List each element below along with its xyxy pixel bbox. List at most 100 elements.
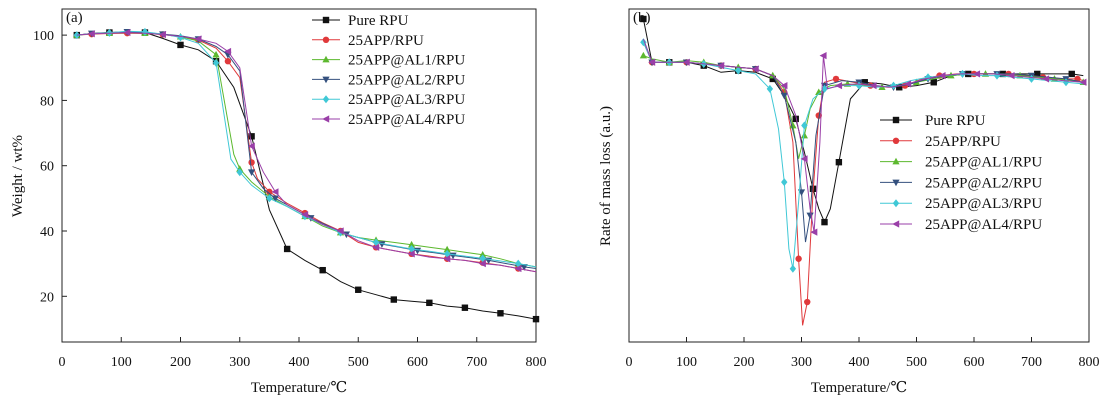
- panel-b-point-25app-al4-rpu-1: [648, 58, 656, 66]
- panel-a-legend-label-25app-al4-rpu: 25APP@AL4/RPU: [348, 112, 465, 128]
- panel-a-legend-label-25app-al1-rpu: 25APP@AL1/RPU: [348, 53, 465, 69]
- panel-a-point-25app-al4-rpu-19: [372, 243, 380, 251]
- panel-b-series-pure-rpu: [640, 15, 1084, 226]
- panel-a-point-25app-rpu-9: [224, 58, 232, 65]
- panel-a-series-25app-al4-rpu: [76, 28, 537, 273]
- panel-a-line-pure-rpu: [76, 31, 537, 320]
- panel-b-x-tick-label-800: 800: [1079, 355, 1100, 370]
- panel-a-legend: Pure RPU 25APP/RPU 25APP@AL1/RPU 25APP@AL2/…: [312, 13, 465, 128]
- panel-a-series-25app-al3-rpu: [73, 27, 537, 268]
- panel-a-line-25app-al3-rpu: [76, 30, 537, 268]
- panel-b-point-25app-al4-rpu-31: [1079, 78, 1087, 86]
- panel-a-legend-marker-25app-rpu: [322, 36, 330, 43]
- panel-a-y-tick-label-40: 40: [40, 225, 54, 240]
- panel-a-y-tick-label-80: 80: [40, 94, 54, 109]
- panel-b-legend-marker-25app-al3-rpu: [892, 199, 900, 208]
- panel-a-x-tick-label-500: 500: [348, 355, 369, 370]
- panel-a-point-25app-al1-rpu-24: [479, 251, 487, 258]
- panel-a-series-25app-al1-rpu: [73, 29, 537, 268]
- panel-b-legend-label-25app-al3-rpu: 25APP@AL3/RPU: [925, 196, 1042, 212]
- panel-a-series-pure-rpu: [73, 29, 540, 323]
- panel-a-legend-marker-25app-al2-rpu: [322, 76, 330, 84]
- panel-a-point-25app-al4-rpu-15: [301, 211, 309, 219]
- panel-a-point-25app-al3-rpu-12: [266, 194, 273, 203]
- panel-a-y-ticks: 20 40 60 80 100: [33, 29, 67, 305]
- panel-b-line-25app-al1-rpu: [643, 55, 1084, 159]
- panel-b-legend-marker-25app-rpu: [892, 137, 900, 144]
- panel-b-series-25app-al4-rpu: [642, 38, 1087, 236]
- panel-a-point-pure-rpu-6: [177, 41, 184, 49]
- panel-a-series-25app-al2-rpu: [76, 29, 537, 271]
- panel-a-point-pure-rpu-10: [248, 133, 255, 140]
- panel-a-legend-marker-25app-al1-rpu: [322, 55, 330, 63]
- panel-a-line-25app-al1-rpu: [76, 31, 537, 268]
- panel-a-x-tick-label-300: 300: [229, 355, 250, 370]
- panel-b-point-25app-al3-rpu-14: [801, 121, 808, 130]
- panel-b-legend: Pure RPU 25APP/RPU 25APP@AL1/RPU 25APP@AL2/…: [880, 113, 1042, 233]
- panel-a-y-tick-label-100: 100: [33, 29, 54, 44]
- panel-a-point-25app-al3-rpu-8: [212, 58, 220, 67]
- panel-b-point-25app-rpu-13: [804, 298, 811, 306]
- panel-b-x-tick-label-0: 0: [626, 355, 633, 370]
- panel-a-point-25app-al3-rpu-6: [177, 33, 184, 42]
- panel-a-label: (a): [66, 10, 83, 26]
- panel-a-point-25app-al4-rpu-5: [158, 30, 166, 39]
- panel-b-point-25app-al4-rpu-19: [869, 81, 877, 90]
- panel-b-legend-label-pure-rpu: Pure RPU: [925, 113, 986, 129]
- panel-b-x-tick-label-300: 300: [791, 355, 812, 370]
- panel-a-point-25app-al3-rpu-4: [141, 27, 149, 36]
- panel-a-line-25app-al4-rpu: [76, 31, 537, 273]
- panel-b-point-pure-rpu-20: [896, 84, 903, 91]
- panel-b-legend-label-25app-rpu: 25APP/RPU: [925, 134, 1001, 150]
- panel-a-point-25app-al4-rpu-3: [123, 28, 131, 37]
- panel-a-point-25app-al4-rpu-7: [194, 35, 202, 43]
- panel-b-point-25app-al3-rpu-6: [735, 66, 742, 75]
- panel-b-point-25app-al3-rpu-22: [924, 73, 932, 82]
- panel-b-point-pure-rpu-18: [861, 79, 868, 86]
- panel-a-point-25app-al4-rpu-21: [407, 250, 415, 258]
- panel-b-point-25app-al3-rpu-8: [766, 84, 774, 93]
- panel-a-point-25app-al3-rpu-24: [479, 254, 486, 263]
- panel-a-point-pure-rpu-24: [497, 310, 504, 317]
- panel-a-point-25app-al4-rpu-9: [224, 47, 232, 56]
- panel-b-point-25app-al3-rpu-20: [890, 81, 897, 90]
- panel-b-point-25app-al3-rpu-12: [789, 264, 797, 273]
- panel-a-legend-label-25app-rpu: 25APP/RPU: [348, 33, 424, 49]
- panel-a-x-tick-label-800: 800: [526, 355, 547, 370]
- panel-b-point-25app-al3-rpu-16: [821, 84, 828, 93]
- panel-a-x-axis-label: Temperature/℃: [251, 380, 348, 396]
- panel-b-point-25app-al4-rpu-11: [800, 155, 808, 163]
- panel-a-legend-label-25app-al2-rpu: 25APP@AL2/RPU: [348, 72, 465, 88]
- panel-a-x-tick-label-600: 600: [407, 355, 428, 370]
- panel-a-point-25app-al3-rpu-10: [236, 168, 243, 177]
- panel-b-point-25app-al4-rpu-21: [904, 80, 912, 88]
- panel-a-point-25app-rpu-13: [266, 188, 273, 196]
- panel-a-point-25app-al1-rpu-22: [443, 245, 451, 253]
- panel-a-legend-marker-pure-rpu: [322, 16, 330, 24]
- panel-b-point-pure-rpu-8: [769, 75, 776, 83]
- panel-a-x-tick-label-100: 100: [111, 355, 132, 370]
- panel-a-point-25app-al4-rpu-11: [247, 142, 255, 150]
- panel-b-x-tick-label-100: 100: [676, 355, 697, 370]
- panel-a-point-25app-al3-rpu-22: [443, 249, 451, 258]
- panel-a-point-25app-al3-rpu-20: [408, 244, 415, 253]
- panel-b-point-25app-al4-rpu-23: [938, 72, 946, 80]
- panel-b-legend-marker-pure-rpu: [892, 116, 900, 124]
- panel-b-point-25app-al4-rpu-15: [819, 52, 827, 60]
- panel-a-point-25app-al2-rpu-13: [271, 195, 279, 203]
- panel-a-point-pure-rpu-18: [390, 296, 397, 303]
- panel-a-x-tick-label-0: 0: [59, 355, 66, 370]
- panel-a-point-25app-al3-rpu-18: [372, 238, 380, 247]
- panel-b-point-25app-al4-rpu-3: [682, 58, 690, 66]
- panel-b-x-tick-label-600: 600: [964, 355, 985, 370]
- panel-b-x-tick-label-200: 200: [734, 355, 755, 370]
- panel-b-legend-marker-25app-al1-rpu: [892, 157, 900, 165]
- panel-b-x-tick-label-700: 700: [1021, 355, 1042, 370]
- panel-b-point-pure-rpu-0: [640, 15, 647, 23]
- panel-b-x-tick-label-500: 500: [906, 355, 927, 370]
- panel-b-legend-label-25app-al4-rpu: 25APP@AL4/RPU: [925, 217, 1042, 233]
- panel-b-point-25app-al2-rpu-9: [780, 92, 788, 100]
- panel-a-y-tick-label-20: 20: [40, 290, 54, 305]
- panel-a-point-25app-al2-rpu-11: [248, 169, 256, 177]
